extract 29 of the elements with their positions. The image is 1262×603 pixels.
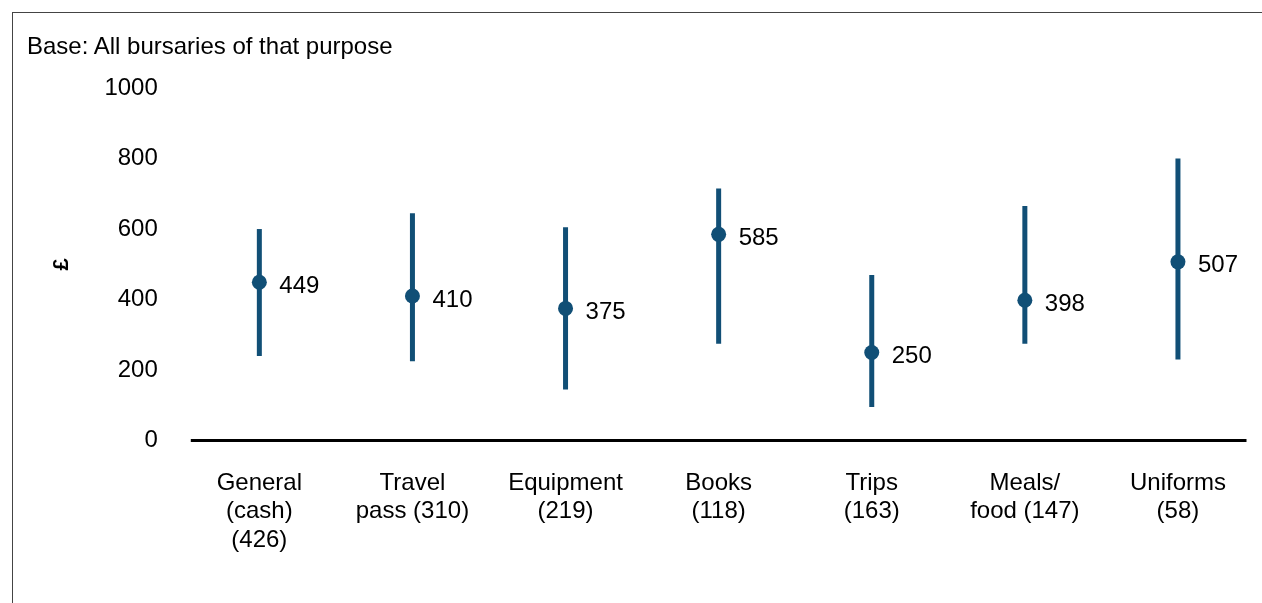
x-tick-label: Trips (163)	[843, 467, 900, 524]
y-tick-label: 1000	[104, 72, 158, 100]
data-label: 449	[279, 270, 320, 298]
text: Base: All bursaries of that purpose	[27, 32, 393, 60]
y-tick-label: 800	[117, 143, 158, 171]
y-tick-label: 200	[117, 354, 158, 382]
data-label: 507	[1197, 250, 1238, 278]
x-tick-label: Books (118)	[685, 467, 752, 524]
data-label: 375	[585, 297, 626, 324]
point	[558, 300, 574, 316]
x-tick-label: General (cash) (426)	[216, 467, 303, 553]
point	[711, 226, 727, 242]
y-tick-label: 600	[117, 213, 158, 241]
y-tick-label: 400	[117, 284, 158, 312]
x-tick-label: Meals/ food (147)	[970, 467, 1080, 524]
point	[251, 274, 267, 290]
point	[404, 288, 420, 304]
point	[1017, 292, 1033, 308]
y-axis-title: £	[48, 257, 74, 271]
point	[1170, 254, 1186, 270]
x-tick-label: Uniforms (58)	[1129, 467, 1226, 524]
data-label: 585	[738, 222, 779, 250]
data-label: 410	[432, 284, 473, 312]
data-label: 398	[1044, 288, 1085, 316]
x-tick-label: Equipment (219)	[508, 467, 624, 524]
y-tick-label: 0	[144, 425, 158, 453]
point	[864, 344, 880, 360]
x-tick-label: Travel pass (310)	[355, 467, 470, 524]
data-label: 250	[891, 341, 932, 369]
